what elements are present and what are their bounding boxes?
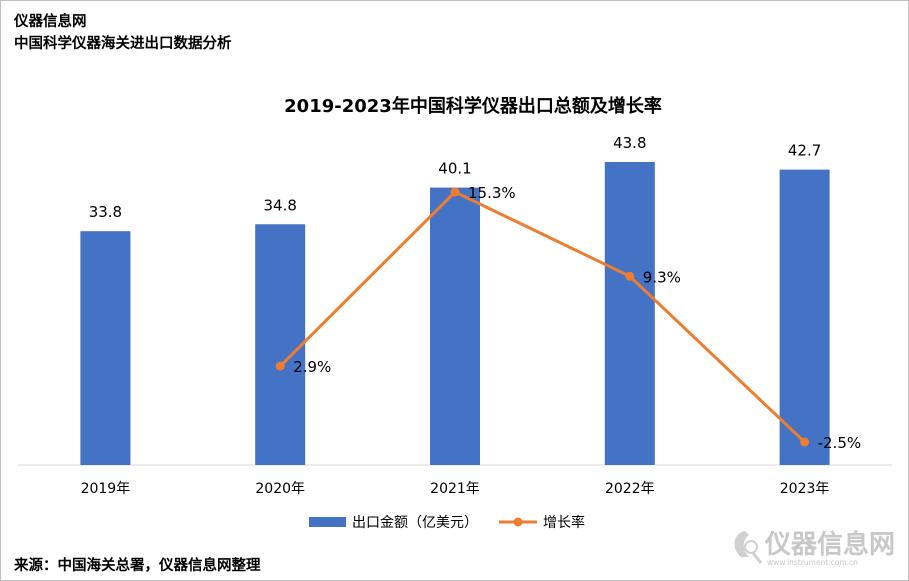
chart-title: 2019-2023年中国科学仪器出口总额及增长率 [284, 95, 662, 117]
watermark-url: www.instrument.com.cn [767, 558, 858, 567]
legend-line-label: 增长率 [543, 514, 585, 531]
growth-point [800, 437, 810, 447]
x-tick-label: 2023年 [780, 481, 830, 497]
bar-value-label: 33.8 [89, 203, 122, 221]
legend-bar-label: 出口金额（亿美元） [352, 515, 478, 531]
growth-point [625, 271, 635, 281]
growth-value-label: 2.9% [293, 358, 331, 376]
bar-value-label: 40.1 [438, 160, 471, 178]
bar [604, 162, 655, 465]
bar [255, 224, 306, 465]
watermark-logo: 仪器信息网 www.instrument.com.cn [734, 529, 895, 567]
x-tick-label: 2021年 [430, 481, 480, 497]
bar-value-label: 34.8 [263, 196, 296, 214]
watermark-text: 仪器信息网 [764, 529, 895, 560]
growth-value-label: -2.5% [818, 434, 862, 452]
header: 仪器信息网 中国科学仪器海关进出口数据分析 [14, 11, 232, 55]
watermark-icon [734, 531, 763, 564]
footer-source: 来源：中国海关总署，仪器信息网整理 [14, 558, 261, 574]
growth-point [275, 361, 285, 371]
x-tick-labels: 2019年 2020年 2021年 2022年 2023年 [81, 481, 830, 497]
growth-value-label: 9.3% [643, 268, 681, 286]
x-tick-label: 2019年 [81, 481, 131, 497]
legend: 出口金额（亿美元） 增长率 [309, 514, 585, 531]
growth-value-labels: 2.9% 15.3% 9.3% -2.5% [293, 184, 861, 452]
bar-series [80, 162, 830, 465]
bar [430, 187, 480, 465]
bar [80, 231, 131, 465]
bar-value-labels: 33.8 34.8 40.1 43.8 42.7 [89, 134, 822, 221]
x-tick-label: 2022年 [605, 481, 655, 497]
x-tick-label: 2020年 [255, 481, 305, 497]
growth-line [279, 190, 806, 444]
legend-line-marker [513, 517, 523, 527]
growth-line-series [275, 187, 810, 447]
bar-value-label: 42.7 [788, 142, 821, 160]
growth-value-label: 15.3% [468, 184, 516, 202]
report-subtitle: 中国科学仪器海关进出口数据分析 [14, 36, 232, 52]
legend-bar-swatch [309, 517, 346, 527]
source-brand: 仪器信息网 [14, 14, 87, 30]
bar [779, 169, 830, 465]
growth-point [450, 187, 460, 197]
bar-value-label: 43.8 [613, 134, 646, 152]
